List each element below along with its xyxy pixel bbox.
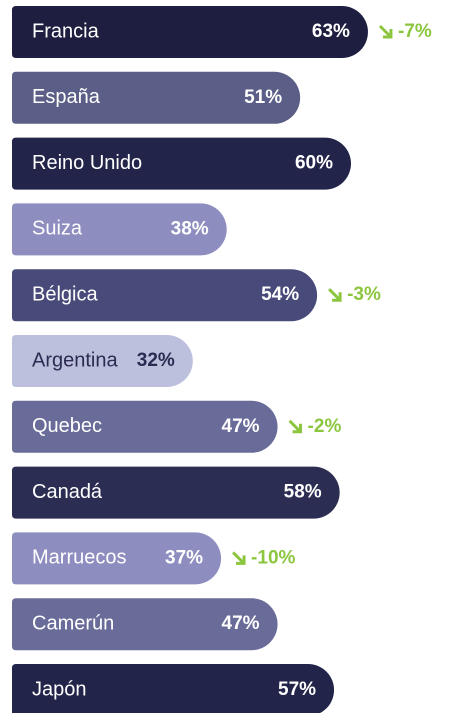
change-label: -7% bbox=[398, 21, 432, 42]
category-label: Camerún bbox=[32, 612, 114, 634]
value-label: 58% bbox=[284, 482, 322, 503]
bar bbox=[12, 598, 278, 651]
bar bbox=[12, 269, 318, 322]
bar bbox=[12, 6, 368, 58]
category-label: España bbox=[32, 86, 101, 108]
bar bbox=[12, 335, 193, 387]
value-label: 63% bbox=[312, 21, 350, 42]
category-label: Suiza bbox=[32, 218, 83, 240]
category-label: Argentina bbox=[32, 349, 118, 371]
value-label: 47% bbox=[222, 613, 260, 634]
change-label: -2% bbox=[308, 416, 342, 437]
bar bbox=[12, 400, 278, 453]
change-label: -10% bbox=[251, 547, 295, 568]
bar bbox=[12, 203, 227, 256]
bar bbox=[12, 137, 351, 190]
value-label: 32% bbox=[137, 350, 175, 371]
value-label: 60% bbox=[295, 153, 333, 174]
trend-arrow bbox=[288, 419, 303, 434]
value-label: 54% bbox=[261, 284, 299, 305]
value-label: 37% bbox=[165, 547, 203, 568]
category-label: Reino Unido bbox=[32, 152, 142, 174]
bar bbox=[12, 532, 222, 585]
change-label: -3% bbox=[347, 284, 381, 305]
category-label: Quebec bbox=[32, 415, 102, 437]
trend-arrow bbox=[378, 24, 393, 39]
category-label: Marruecos bbox=[32, 547, 126, 569]
value-label: 47% bbox=[222, 416, 260, 437]
category-label: Canadá bbox=[32, 481, 103, 503]
trend-arrow bbox=[231, 551, 246, 565]
bar bbox=[12, 466, 340, 519]
bar bbox=[12, 664, 335, 713]
value-label: 38% bbox=[171, 218, 209, 239]
category-label: Bélgica bbox=[32, 283, 98, 305]
bar bbox=[12, 71, 301, 124]
value-label: 57% bbox=[278, 679, 316, 700]
value-label: 51% bbox=[244, 87, 282, 108]
trend-arrow bbox=[328, 288, 342, 302]
category-label: Japón bbox=[32, 678, 87, 700]
category-label: Francia bbox=[32, 20, 100, 42]
